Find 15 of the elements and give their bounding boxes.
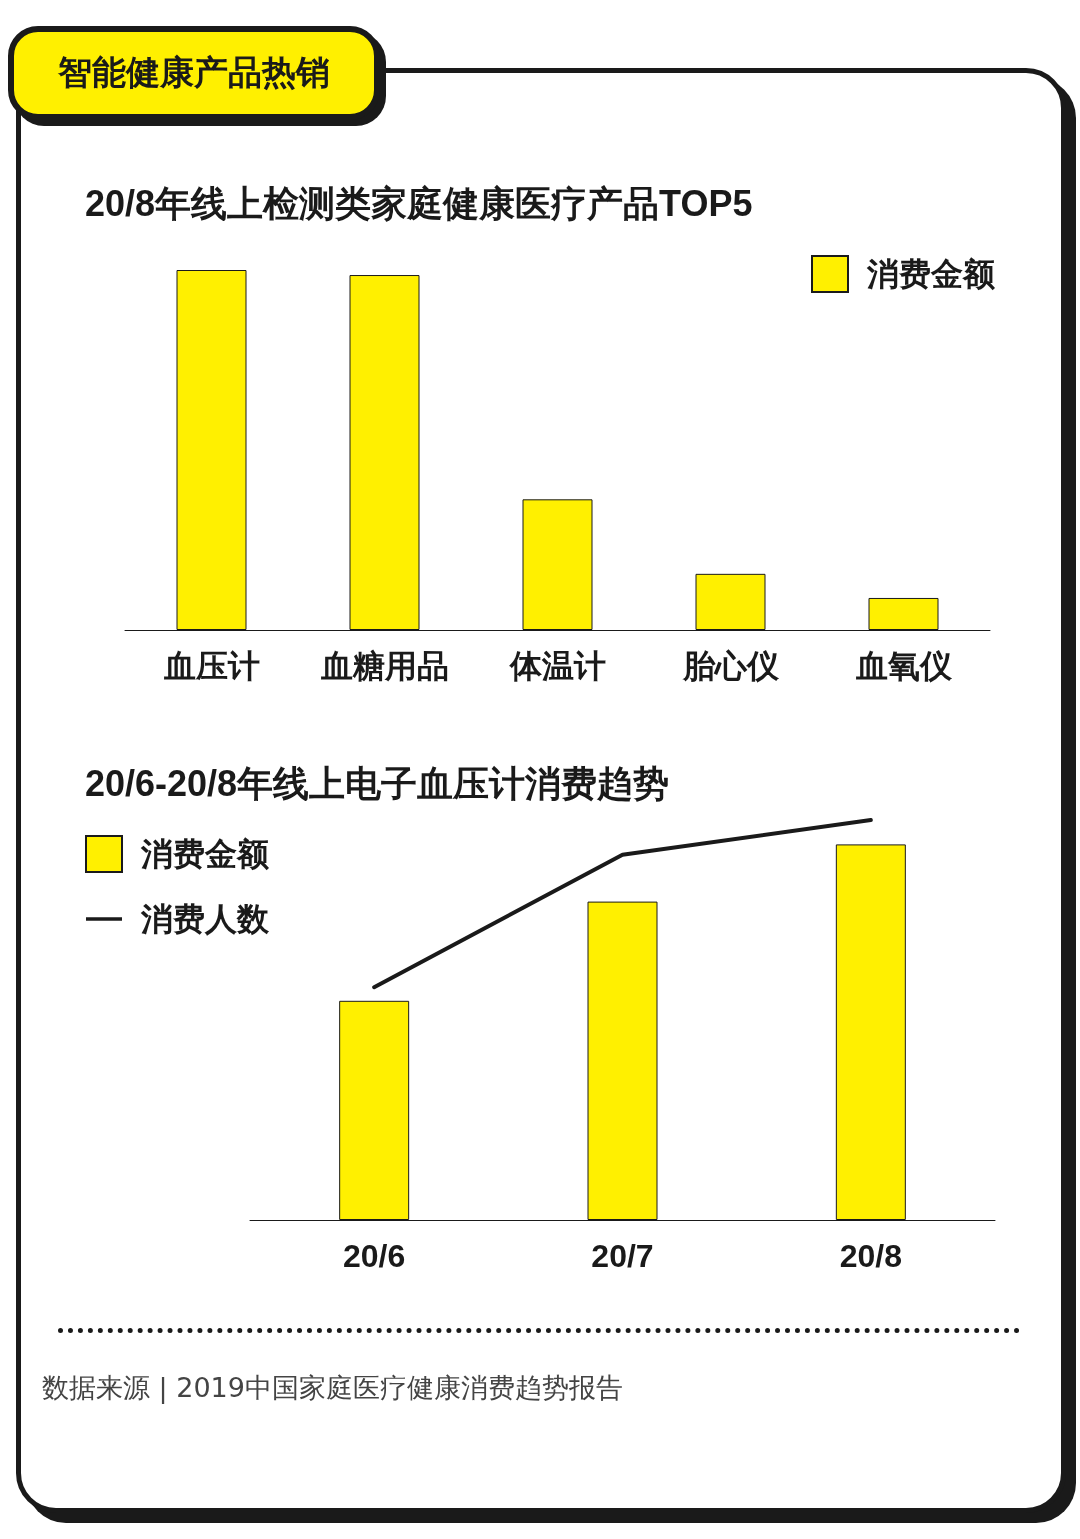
- x-tick-label: 20/6: [343, 1238, 406, 1274]
- legend-label: 消费金额: [866, 256, 995, 292]
- x-tick-label: 20/8: [839, 1238, 902, 1274]
- source-note: 数据来源 | 2019中国家庭医疗健康消费趋势报告: [42, 1371, 623, 1406]
- legend-label: 消费金额: [140, 836, 269, 872]
- chart-title: 20/8年线上检测类家庭健康医疗产品TOP5: [85, 182, 753, 224]
- x-tick-label: 胎心仪: [681, 648, 780, 684]
- x-tick-label: 血压计: [162, 648, 260, 684]
- chart-title: 20/6-20/8年线上电子血压计消费趋势: [85, 762, 670, 804]
- x-tick-label: 血糖用品: [319, 648, 449, 684]
- x-tick-label: 20/7: [591, 1238, 654, 1274]
- legend-label: 消费人数: [140, 901, 270, 937]
- text: 智能健康产品热销: [8, 26, 380, 120]
- x-tick-label: 体温计: [508, 648, 606, 684]
- x-tick-label: 血氧仪: [854, 648, 953, 684]
